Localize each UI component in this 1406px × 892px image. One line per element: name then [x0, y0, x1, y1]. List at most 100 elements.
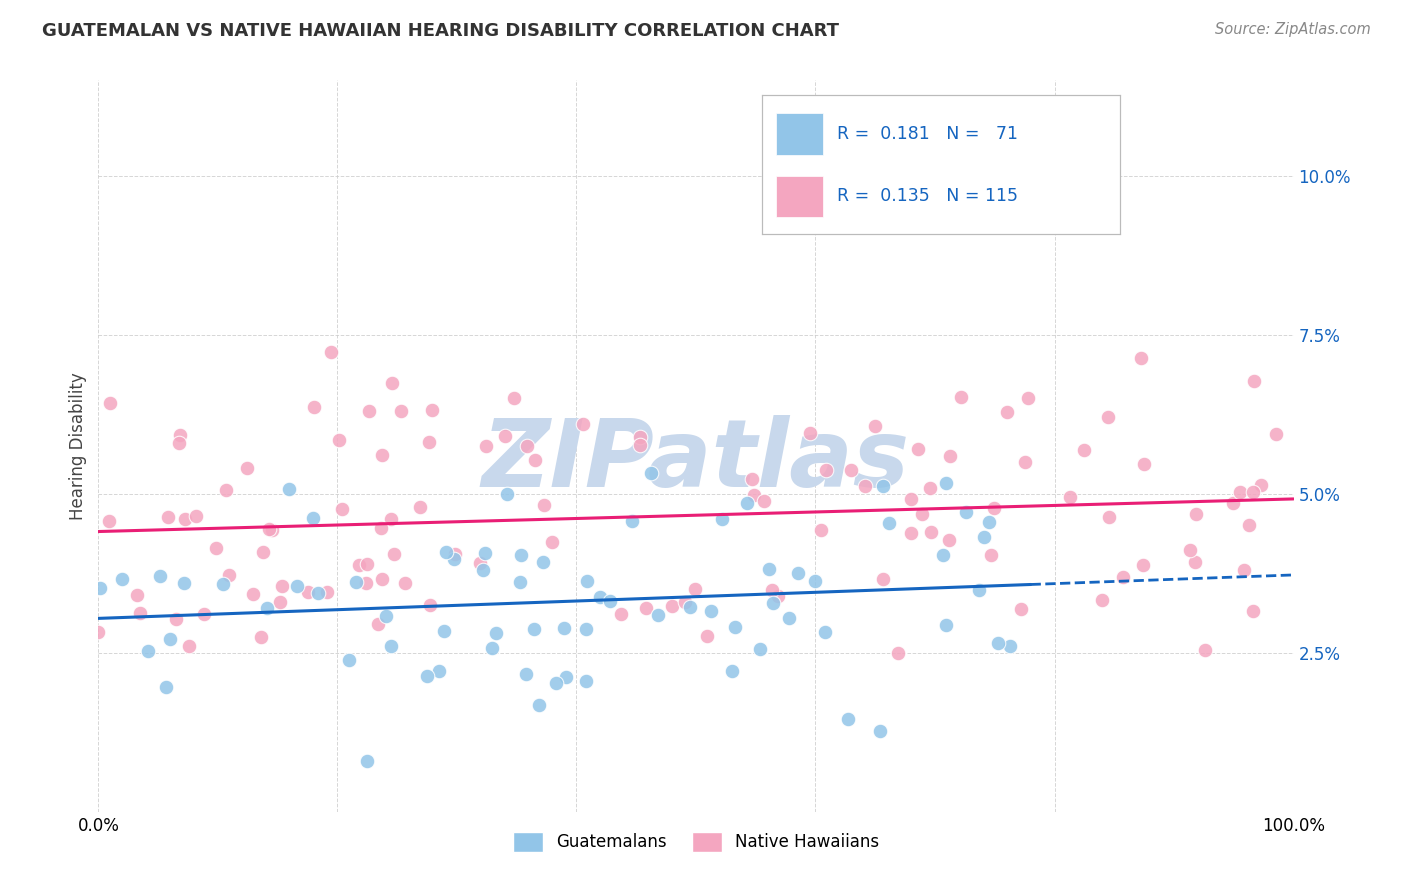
Point: [347, 558, 370, 573]
Point: [973, 530, 995, 544]
Point: [935, 617, 957, 632]
Point: [742, 488, 765, 502]
Point: [1264, 427, 1286, 442]
Point: [169, 428, 191, 442]
Point: [159, 632, 181, 647]
Point: [502, 391, 524, 405]
Point: [980, 548, 1002, 562]
Point: [433, 624, 456, 638]
Point: [252, 545, 274, 559]
Point: [1241, 604, 1264, 618]
Point: [297, 585, 319, 599]
Point: [416, 669, 439, 683]
Point: [869, 724, 891, 739]
Point: [1239, 517, 1261, 532]
Point: [599, 594, 621, 608]
Point: [865, 419, 887, 434]
Point: [1017, 391, 1039, 405]
Point: [285, 579, 308, 593]
Point: [389, 404, 412, 418]
Point: [837, 712, 859, 726]
Point: [509, 548, 531, 562]
Point: [758, 562, 780, 576]
Point: [174, 512, 197, 526]
Point: [938, 449, 960, 463]
Legend: Guatemalans, Native Hawaiians: Guatemalans, Native Hawaiians: [506, 826, 886, 858]
Point: [787, 566, 810, 580]
Point: [998, 639, 1021, 653]
Point: [673, 595, 696, 609]
Point: [468, 556, 491, 570]
Point: [380, 639, 402, 653]
Point: [485, 625, 508, 640]
Point: [640, 466, 662, 480]
Point: [1184, 555, 1206, 569]
Point: [1222, 496, 1244, 510]
Point: [918, 482, 941, 496]
Point: [157, 510, 180, 524]
Point: [382, 548, 405, 562]
Point: [1133, 457, 1156, 471]
Point: [724, 620, 747, 634]
Point: [1194, 642, 1216, 657]
Point: [1132, 558, 1154, 572]
Point: [256, 600, 278, 615]
Point: [995, 405, 1018, 419]
Point: [696, 629, 718, 643]
Point: [330, 501, 353, 516]
Point: [872, 573, 894, 587]
Point: [634, 600, 657, 615]
Point: [1241, 484, 1264, 499]
Point: [683, 582, 706, 596]
Point: [302, 401, 325, 415]
Point: [768, 590, 790, 604]
Point: [1243, 374, 1265, 388]
Point: [319, 345, 342, 359]
Point: [375, 608, 398, 623]
Point: [302, 511, 325, 525]
Point: [955, 505, 977, 519]
Point: [381, 376, 404, 390]
Point: [799, 425, 821, 440]
Point: [778, 611, 800, 625]
Point: [418, 435, 440, 450]
Point: [155, 680, 177, 694]
Point: [523, 623, 546, 637]
Point: [193, 607, 215, 621]
Point: [242, 587, 264, 601]
Point: [98, 396, 121, 410]
Point: [679, 599, 702, 614]
Point: [911, 507, 934, 521]
Point: [761, 582, 783, 597]
Point: [1059, 490, 1081, 504]
Point: [380, 512, 402, 526]
Point: [900, 491, 922, 506]
Point: [149, 568, 172, 582]
Point: [269, 595, 291, 609]
Point: [367, 616, 389, 631]
Point: [872, 479, 894, 493]
Point: [111, 572, 134, 586]
Point: [509, 575, 531, 590]
Point: [270, 579, 292, 593]
Point: [177, 639, 200, 653]
Point: [1250, 478, 1272, 492]
Point: [1011, 602, 1033, 616]
Y-axis label: Hearing Disability: Hearing Disability: [69, 372, 87, 520]
Point: [186, 509, 208, 524]
Text: ZIPatlas: ZIPatlas: [482, 415, 910, 507]
Point: [741, 472, 763, 486]
Point: [720, 664, 742, 678]
Point: [554, 670, 576, 684]
Point: [762, 596, 785, 610]
Point: [359, 403, 381, 417]
Point: [444, 548, 467, 562]
Point: [136, 644, 159, 658]
Point: [523, 452, 546, 467]
Point: [1233, 563, 1256, 577]
Point: [344, 575, 367, 590]
Point: [575, 673, 598, 688]
Point: [218, 568, 240, 582]
Text: Source: ZipAtlas.com: Source: ZipAtlas.com: [1215, 22, 1371, 37]
Point: [1229, 485, 1251, 500]
